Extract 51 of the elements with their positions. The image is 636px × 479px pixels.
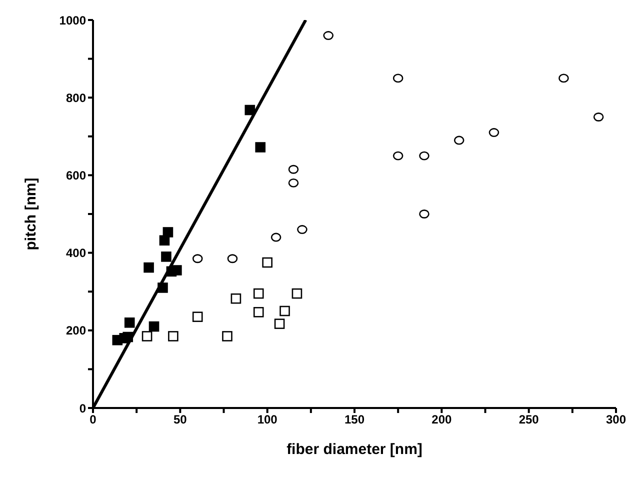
point [158,282,168,293]
point [161,252,172,262]
y-axis-title: pitch [nm] [22,178,40,250]
x-tick-label: 100 [257,412,278,427]
x-axis-title: fiber diameter [nm] [286,441,422,458]
x-tick-label: 0 [90,412,97,427]
point [222,331,232,342]
y-tick-label: 0 [79,401,86,416]
point [392,151,404,160]
y-tick-label: 400 [66,246,86,260]
point [323,31,334,40]
point [280,306,290,316]
point [255,142,266,152]
point [593,112,604,122]
point [172,265,182,276]
point [227,254,238,264]
point [419,151,430,160]
point [230,293,242,304]
point [297,225,308,234]
point [253,288,264,299]
point [288,178,299,188]
y-tick-label: 200 [66,324,86,338]
point [488,128,500,137]
point [392,74,404,83]
point [142,331,152,342]
x-tick-label: 50 [173,412,188,427]
point [124,317,135,328]
point [144,262,154,273]
x-tick-label: 300 [606,412,626,427]
point [192,312,203,322]
point [162,227,174,238]
point [270,232,282,242]
y-tick-label: 800 [66,90,86,105]
point [288,164,299,174]
y-tick-label: 1000 [59,13,86,28]
x-tick-label: 250 [518,412,540,427]
point [558,74,569,83]
point [148,321,160,332]
point [292,288,302,299]
point [244,104,256,116]
point [454,136,464,145]
y-tick-label: 600 [66,168,86,182]
x-tick-label: 200 [432,412,452,427]
point [262,257,272,268]
point [253,307,264,318]
point [274,318,285,329]
x-tick-label: 150 [344,412,365,427]
point [192,254,203,264]
point [419,210,430,218]
point [168,331,178,342]
point [122,332,134,342]
